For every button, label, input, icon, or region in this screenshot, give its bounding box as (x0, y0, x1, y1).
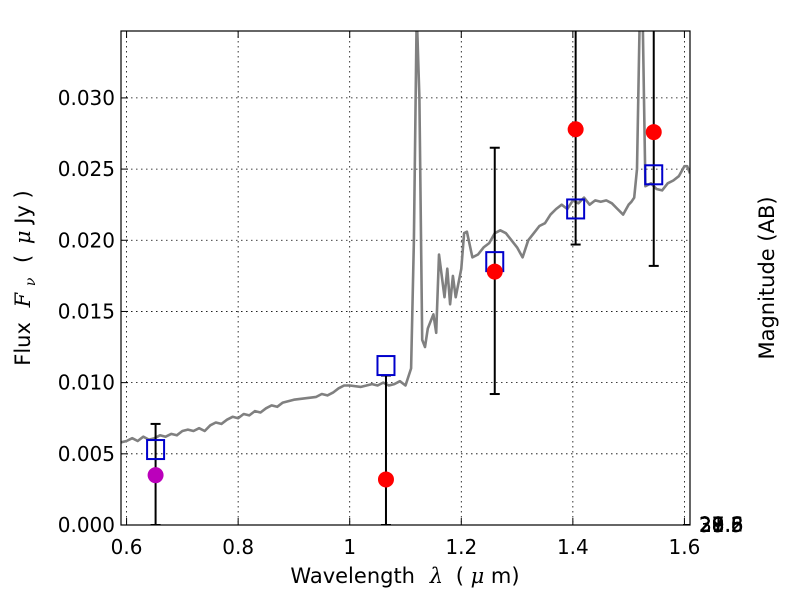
x-tick-label: 1.2 (445, 535, 477, 559)
x-axis-ticks: 0.6 0.8 1 1.2 1.4 1.6 (111, 31, 701, 559)
observed-photometry-layer (147, 121, 662, 488)
magnitude-tick-label: 28.2 (699, 513, 744, 537)
magnitude-tick-label: 28 (699, 513, 724, 537)
y-tick-label: 0.030 (58, 86, 115, 110)
y-tick-label: 0.005 (58, 442, 115, 466)
observed-photometry-point (645, 124, 662, 141)
observed-photometry-point (147, 467, 164, 484)
model-photometry-square (376, 355, 396, 377)
observed-photometry-point (486, 263, 503, 280)
x-axis-label-text: Wavelength (290, 564, 415, 588)
model-spectrum-layer (121, 31, 690, 444)
model-photometry-square (644, 164, 664, 186)
y-axis-label-text: Flux (11, 322, 35, 366)
observed-photometry-point (567, 121, 584, 138)
x-tick-label: 0.6 (111, 535, 143, 559)
y-axis-ticks: 0.000 0.005 0.010 0.015 0.020 0.025 0.030 (58, 86, 128, 537)
magnitude-tick-label: 28.5 (699, 513, 744, 537)
y-tick-label: 0.000 (58, 513, 115, 537)
x-tick-label: 1.6 (669, 535, 701, 559)
y-tick-label: 0.020 (58, 228, 115, 252)
magnitude-axis-label: Magnitude (AB) (755, 196, 779, 359)
x-axis-unit-mu: μ (471, 564, 485, 588)
model-photometry-layer (146, 164, 664, 461)
plot-background (121, 31, 690, 525)
magnitude-tick-label: 31 (699, 513, 724, 537)
x-tick-label: 0.8 (222, 535, 254, 559)
y-tick-label: 0.010 (58, 371, 115, 395)
x-tick-label: 1.4 (557, 535, 589, 559)
model-photometry-square (146, 439, 166, 461)
y-axis-symbol: F (11, 291, 35, 308)
x-axis-label: Wavelength λ ( μ m) (290, 564, 519, 588)
x-axis-lambda: λ (429, 564, 443, 588)
y-axis-unit-open: ( (11, 255, 35, 263)
y-tick-label: 0.015 (58, 299, 115, 323)
y-axis-unit-rest: Jy ) (11, 190, 35, 226)
magnitude-tick-label: 30 (699, 513, 724, 537)
observed-photometry-point (377, 471, 394, 488)
y-axis-label: Flux F ν ( μ Jy ) (11, 190, 40, 366)
model-photometry-square (566, 198, 586, 220)
model-spectrum-line (121, 31, 690, 444)
magnitude-tick-label: 27.6 (699, 513, 744, 537)
y-axis-unit-mu: μ (11, 230, 35, 244)
plot-frame (120, 30, 691, 526)
x-axis-unit-open: ( (456, 564, 464, 588)
x-axis-unit-rest: m) (491, 564, 520, 588)
magnitude-tick-label: 29 (699, 513, 724, 537)
magnitude-tick-label: 27.8 (699, 513, 744, 537)
magnitude-tick-label: 29.5 (699, 513, 744, 537)
x-tick-label: 1 (343, 535, 356, 559)
y-tick-label: 0.025 (58, 157, 115, 181)
y-axis-subscript: ν (23, 277, 39, 286)
